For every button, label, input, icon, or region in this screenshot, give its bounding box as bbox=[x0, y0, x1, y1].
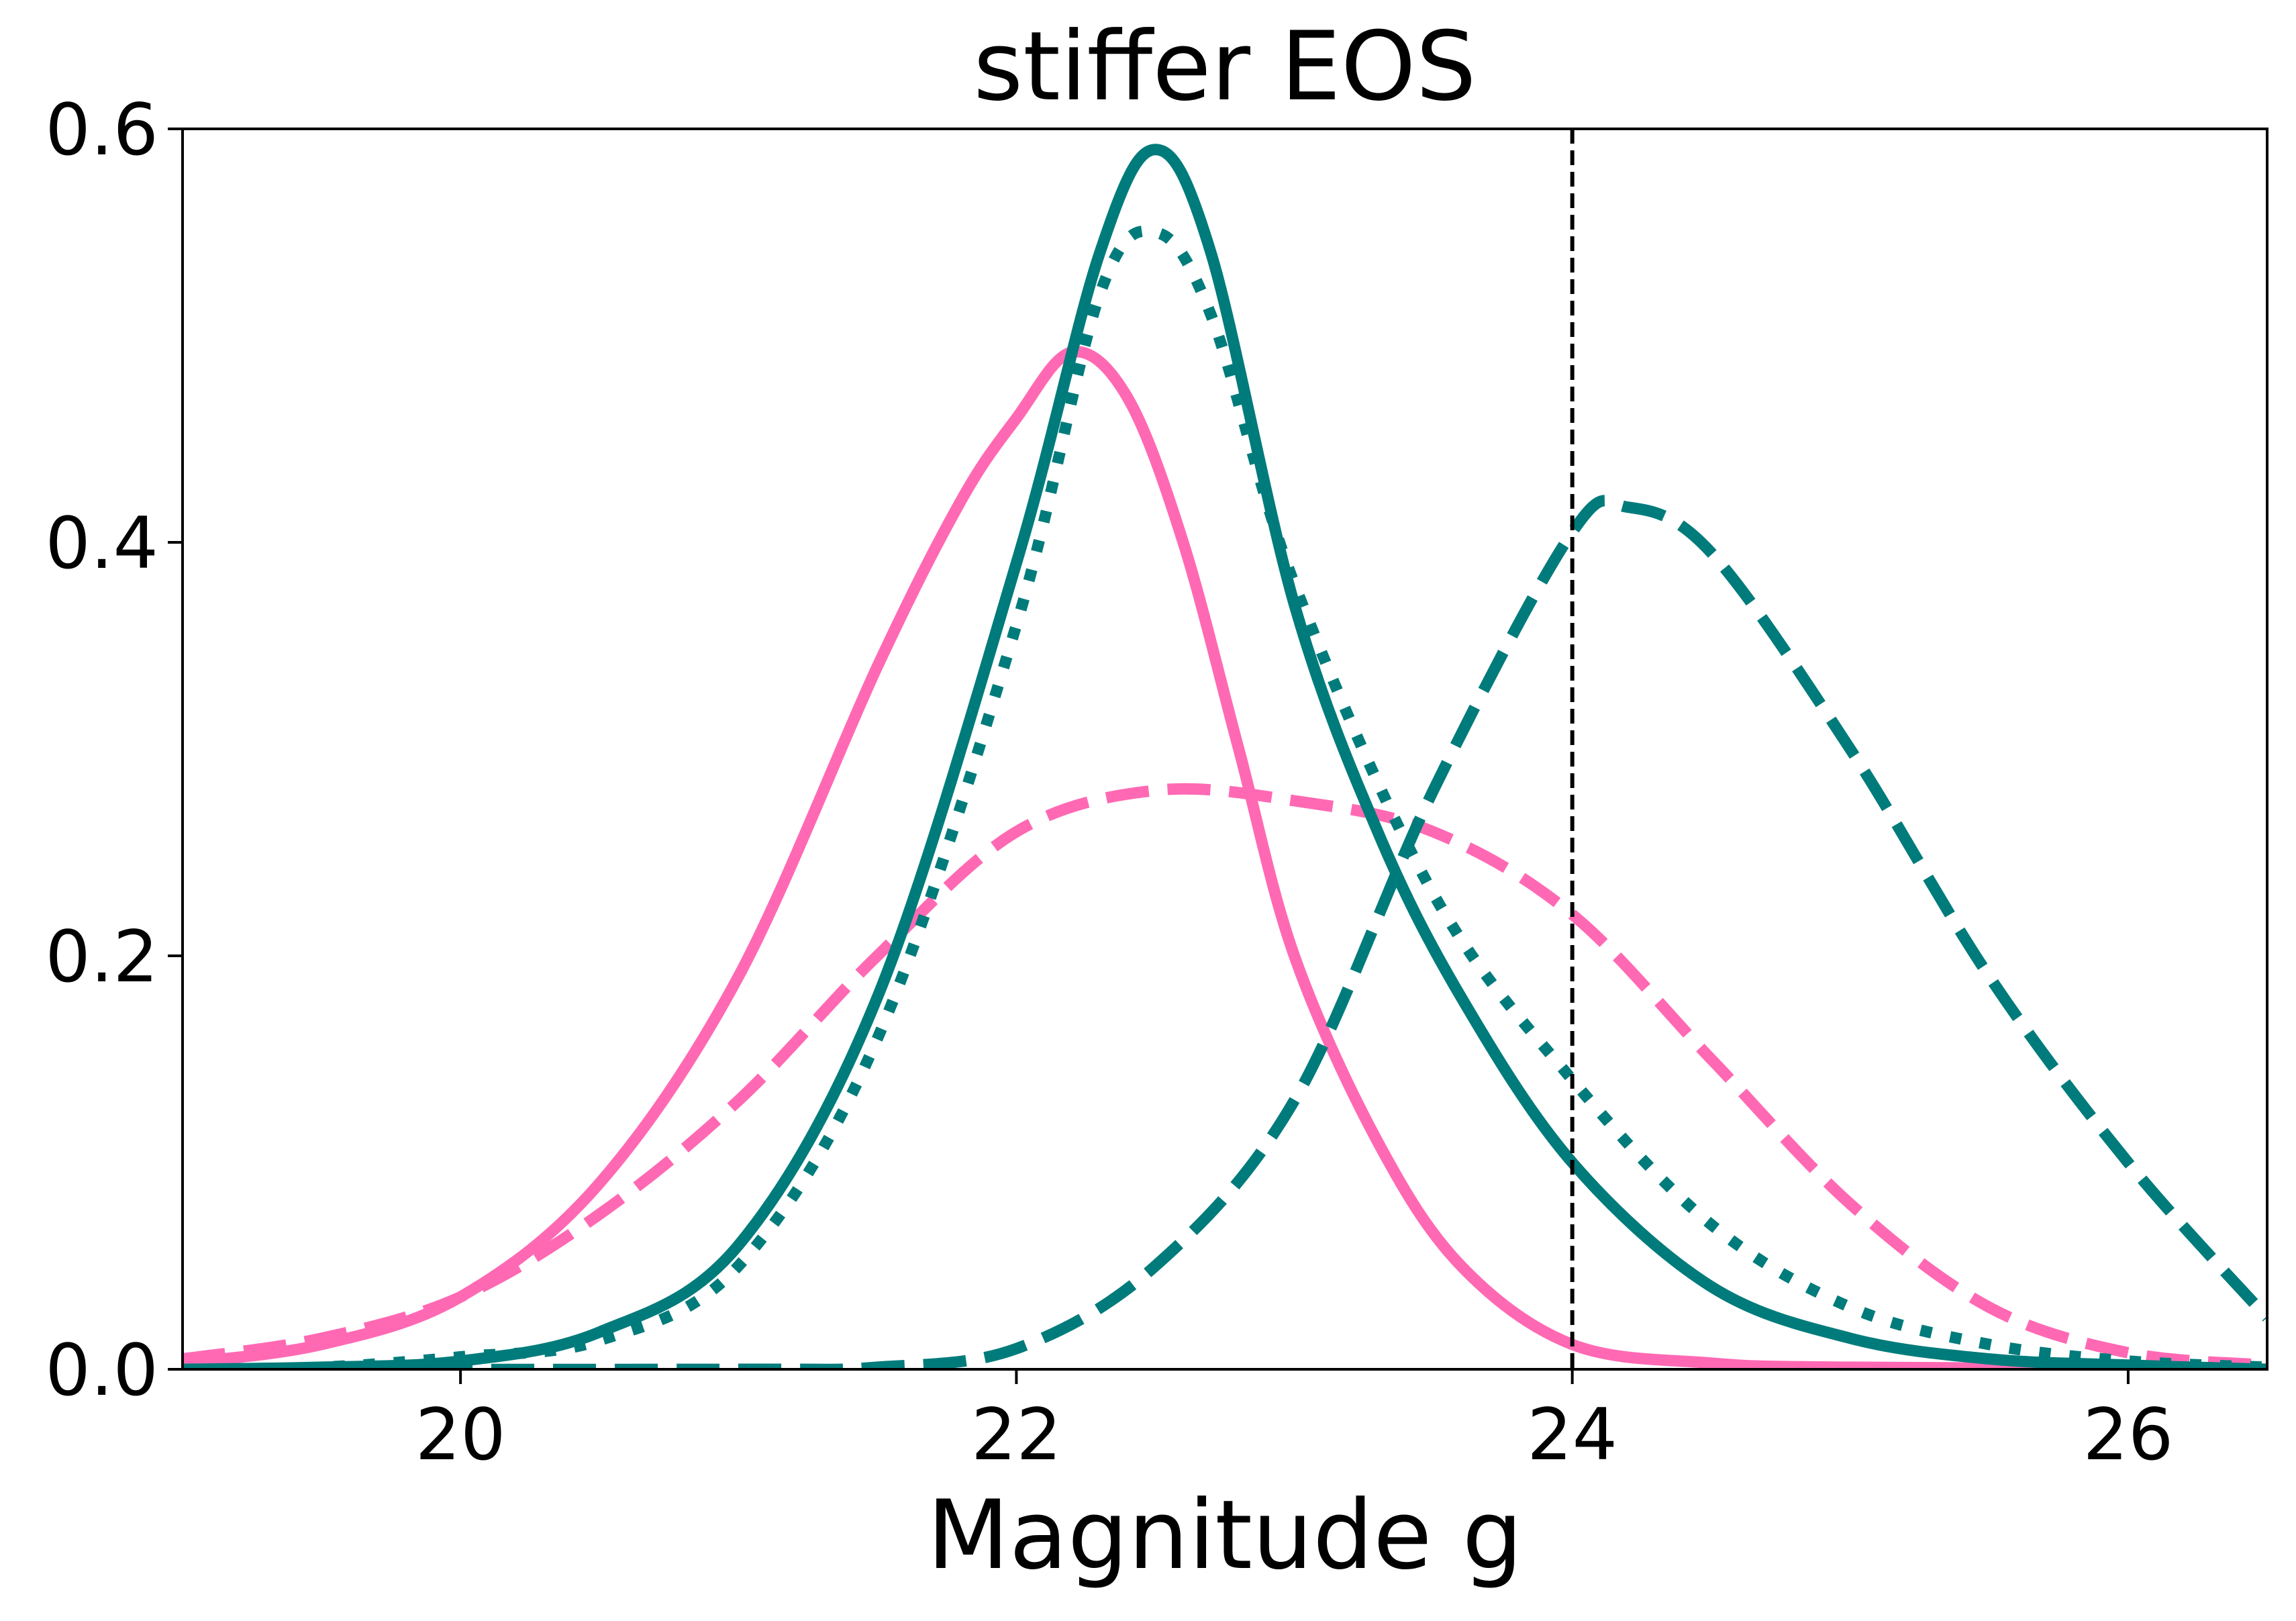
plot-lines bbox=[183, 144, 2267, 1369]
x-tick-label: 26 bbox=[2083, 1393, 2173, 1476]
x-tick-label: 22 bbox=[971, 1393, 1062, 1476]
chart-title: stiffer EOS bbox=[973, 11, 1476, 122]
plot-frame bbox=[181, 128, 2268, 1371]
series-line-pink-solid bbox=[183, 346, 2267, 1369]
series-line-teal-dashed bbox=[183, 495, 2267, 1369]
series-line-teal-dotted bbox=[183, 225, 2267, 1369]
x-axis-label: Magnitude g bbox=[927, 1480, 1523, 1591]
y-tick-label: 0.0 bbox=[45, 1329, 158, 1412]
y-tick-label: 0.6 bbox=[45, 89, 158, 171]
ticks-layer: 20 22 24 26 0.0 0.2 0.4 0.6 bbox=[45, 89, 2173, 1476]
series-line-pink-dashed bbox=[183, 783, 2267, 1369]
x-tick-label: 24 bbox=[1527, 1393, 1617, 1476]
y-tick-label: 0.4 bbox=[45, 502, 158, 585]
series-line-teal-solid bbox=[183, 144, 2267, 1369]
y-tick-label: 0.2 bbox=[45, 916, 158, 998]
x-tick-label: 20 bbox=[415, 1393, 506, 1476]
